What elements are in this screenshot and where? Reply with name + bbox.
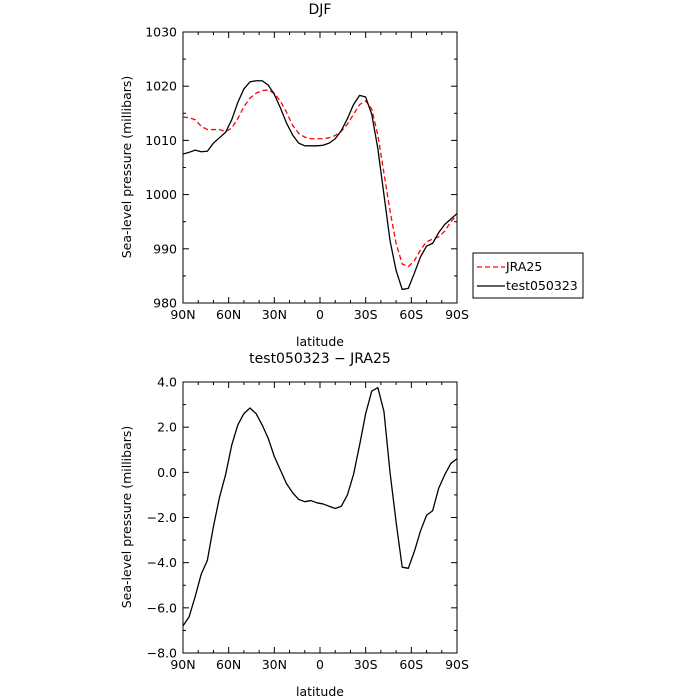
bottom-plot-frame — [182, 381, 458, 654]
bottom-y-tick-label: −6.0 — [147, 600, 177, 615]
top-ticks: 90N 60N 30N 0 30S 60S 90S 980 990 1000 1010 1020 103… — [145, 25, 469, 323]
bottom-y-tick-label: −4.0 — [147, 555, 177, 570]
bottom-y-axis-label: Sea-level pressure (millibars) — [119, 426, 134, 609]
bottom-chart-title: test050323 − JRA25 — [249, 351, 391, 367]
top-series-line-test050323 — [182, 80, 458, 291]
bottom-y-tick-label: −2.0 — [147, 510, 177, 525]
bottom-y-tick-label: −8.0 — [147, 646, 177, 661]
top-y-tick-label: 1020 — [145, 79, 177, 94]
bottom-x-tick-label: 90S — [445, 657, 469, 672]
bottom-x-tick-label: 30N — [262, 657, 287, 672]
top-chart-title: DJF — [309, 2, 332, 18]
legend-box — [472, 252, 584, 299]
top-x-axis-label: latitude — [296, 334, 344, 349]
bottom-series-line-0 — [182, 387, 458, 627]
legend-label-test050323: test050323 — [506, 278, 578, 293]
bottom-ticks: 90N 60N 30N 0 30S 60S 90S −8.0 −6.0 −4.0 −2.0 0.0 2.… — [147, 375, 469, 673]
bottom-x-tick-label: 0 — [316, 657, 324, 672]
legend: JRA25 test050323 — [472, 252, 584, 299]
top-y-tick-label: 980 — [153, 296, 177, 311]
top-x-tick-label: 0 — [316, 307, 324, 322]
top-y-tick-label: 1010 — [145, 133, 177, 148]
bottom-series-group — [182, 387, 458, 627]
top-x-tick-label: 90N — [170, 307, 195, 322]
top-x-tick-label: 60S — [399, 307, 423, 322]
bottom-x-tick-label: 60S — [399, 657, 423, 672]
bottom-x-axis-label: latitude — [296, 684, 344, 699]
top-y-tick-label: 990 — [153, 241, 177, 256]
bottom-y-tick-label: 2.0 — [157, 420, 177, 435]
top-y-tick-label: 1030 — [145, 25, 177, 40]
legend-label-jra25: JRA25 — [505, 259, 542, 274]
top-plot-frame — [182, 31, 458, 304]
bottom-panel: test050323 − JRA25 90N 60N 30N 0 30S 60S 90S −8… — [119, 351, 469, 699]
top-x-tick-label: 30S — [354, 307, 378, 322]
top-x-tick-label: 30N — [262, 307, 287, 322]
top-x-tick-label: 60N — [216, 307, 241, 322]
top-y-tick-label: 1000 — [145, 187, 177, 202]
bottom-x-tick-label: 90N — [170, 657, 195, 672]
top-panel: DJF 90N 60N 30N 0 30S 60S 90S 980 990 1000 1010 102… — [119, 2, 469, 349]
bottom-y-tick-label: 0.0 — [157, 465, 177, 480]
bottom-x-tick-label: 60N — [216, 657, 241, 672]
bottom-y-tick-label: 4.0 — [157, 375, 177, 390]
bottom-x-tick-label: 30S — [354, 657, 378, 672]
top-series-group — [182, 80, 458, 291]
top-x-tick-label: 90S — [445, 307, 469, 322]
top-y-axis-label: Sea-level pressure (millibars) — [119, 76, 134, 259]
top-series-line-jra25 — [182, 89, 458, 268]
